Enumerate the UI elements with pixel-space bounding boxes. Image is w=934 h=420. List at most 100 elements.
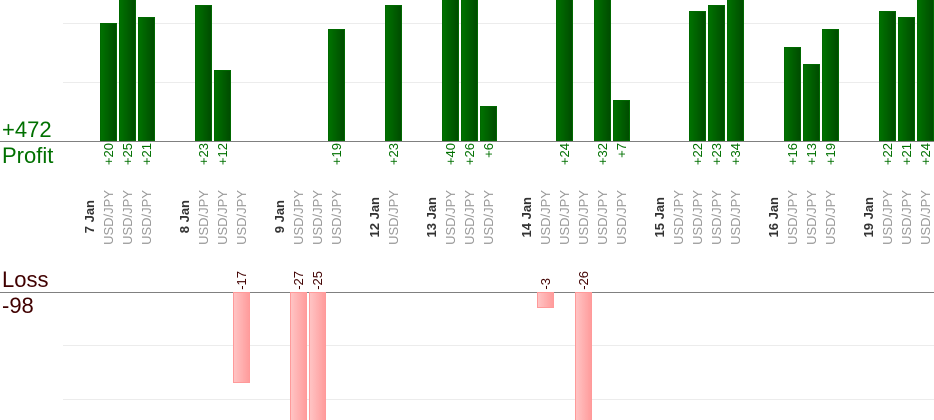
date-label: 15 Jan: [650, 187, 669, 247]
chart-column: 16 Jan: [764, 0, 783, 420]
chart-column: USD/JPY +22: [878, 0, 897, 420]
symbol-label-text: USD/JPY: [196, 189, 211, 245]
chart-column: 12 Jan: [365, 0, 384, 420]
chart-column: USD/JPY -17: [232, 0, 251, 420]
symbol-label: USD/JPY: [536, 187, 555, 247]
date-label: 9 Jan: [270, 187, 289, 247]
symbol-label-text: USD/JPY: [671, 189, 686, 245]
date-label: 7 Jan: [80, 187, 99, 247]
profit-baseline: [0, 141, 934, 142]
profit-value-label-text: +19: [823, 143, 838, 166]
loss-label: Loss: [2, 267, 49, 292]
chart-column: USD/JPY +21: [897, 0, 916, 420]
symbol-label-text: USD/JPY: [101, 189, 116, 245]
symbol-label-text: USD/JPY: [310, 189, 325, 245]
symbol-label: USD/JPY: [479, 187, 498, 247]
profit-value-label: +23: [707, 143, 726, 173]
symbol-label-text: USD/JPY: [595, 189, 610, 245]
profit-bar: [727, 0, 744, 141]
loss-bar: [537, 292, 554, 308]
profit-bar: [328, 29, 345, 141]
symbol-label-text: USD/JPY: [690, 189, 705, 245]
chart-column: 9 Jan: [270, 0, 289, 420]
chart-column: USD/JPY +32: [593, 0, 612, 420]
symbol-label: USD/JPY: [327, 187, 346, 247]
loss-value-label: -17: [232, 258, 251, 290]
profit-value-label-text: +24: [918, 143, 933, 166]
chart-column: USD/JPY +24: [916, 0, 934, 420]
symbol-label-text: USD/JPY: [880, 189, 895, 245]
profit-value-label: +20: [99, 143, 118, 173]
loss-value-label: -25: [308, 258, 327, 290]
profit-value-label: +26: [460, 143, 479, 173]
symbol-label: USD/JPY: [194, 187, 213, 247]
symbol-label: USD/JPY: [821, 187, 840, 247]
symbol-label-text: USD/JPY: [576, 189, 591, 245]
symbol-label-text: USD/JPY: [785, 189, 800, 245]
date-label: 19 Jan: [859, 187, 878, 247]
profit-value-label-text: +20: [101, 143, 116, 166]
symbol-label-text: USD/JPY: [291, 189, 306, 245]
loss-bar: [233, 292, 250, 383]
chart-column: 15 Jan: [650, 0, 669, 420]
profit-value-label-text: +12: [215, 143, 230, 166]
profit-value-label: +22: [688, 143, 707, 173]
date-label-text: 9 Jan: [272, 200, 287, 234]
symbol-label-text: USD/JPY: [443, 189, 458, 245]
date-label: 14 Jan: [517, 187, 536, 247]
profit-bar: [822, 29, 839, 141]
date-label-text: 16 Jan: [766, 196, 781, 238]
chart-column: 13 Jan: [422, 0, 441, 420]
profit-value-label: +22: [878, 143, 897, 173]
chart-column: [840, 0, 859, 420]
loss-value-label-text: -27: [291, 271, 306, 290]
chart-column: USD/JPY +23: [194, 0, 213, 420]
date-label-text: 15 Jan: [652, 196, 667, 238]
profit-value-label-text: +23: [709, 143, 724, 166]
symbol-label: USD/JPY: [669, 187, 688, 247]
profit-bar: [100, 23, 117, 141]
profit-value-label: +21: [897, 143, 916, 173]
profit-bar: [689, 11, 706, 141]
chart-column: USD/JPY +22: [688, 0, 707, 420]
chart-column: 14 Jan: [517, 0, 536, 420]
profit-bar: [385, 5, 402, 141]
symbol-label-text: USD/JPY: [481, 189, 496, 245]
profit-value-label: +12: [213, 143, 232, 173]
symbol-label: USD/JPY: [593, 187, 612, 247]
profit-value-label: +7: [612, 143, 631, 173]
symbol-label: USD/JPY: [289, 187, 308, 247]
chart-column: USD/JPY +16: [783, 0, 802, 420]
symbol-label-text: USD/JPY: [386, 189, 401, 245]
symbol-label: USD/JPY: [555, 187, 574, 247]
symbol-label-text: USD/JPY: [899, 189, 914, 245]
chart-column: USD/JPY -25: [308, 0, 327, 420]
chart-column: USD/JPY -3: [536, 0, 555, 420]
loss-value-label: -3: [536, 258, 555, 290]
chart-column: [403, 0, 422, 420]
profit-total: +472: [2, 117, 52, 142]
profit-bar: [898, 17, 915, 141]
profit-bar: [613, 100, 630, 141]
profit-value-label: +23: [384, 143, 403, 173]
date-label: 13 Jan: [422, 187, 441, 247]
loss-bar: [309, 292, 326, 420]
date-label-text: 13 Jan: [424, 196, 439, 238]
profit-bar: [917, 0, 934, 141]
profit-bar: [594, 0, 611, 141]
profit-bar: [784, 47, 801, 141]
date-label: 16 Jan: [764, 187, 783, 247]
symbol-label: USD/JPY: [783, 187, 802, 247]
profit-bar: [195, 5, 212, 141]
symbol-label: USD/JPY: [99, 187, 118, 247]
profit-value-label-text: +32: [595, 143, 610, 166]
symbol-label-text: USD/JPY: [215, 189, 230, 245]
symbol-label: USD/JPY: [707, 187, 726, 247]
profit-value-label-text: +22: [690, 143, 705, 166]
loss-gridline-10: [63, 345, 934, 346]
profit-value-label-text: +22: [880, 143, 895, 166]
profit-value-label: +23: [194, 143, 213, 173]
symbol-label-text: USD/JPY: [804, 189, 819, 245]
profit-value-label: +6: [479, 143, 498, 173]
